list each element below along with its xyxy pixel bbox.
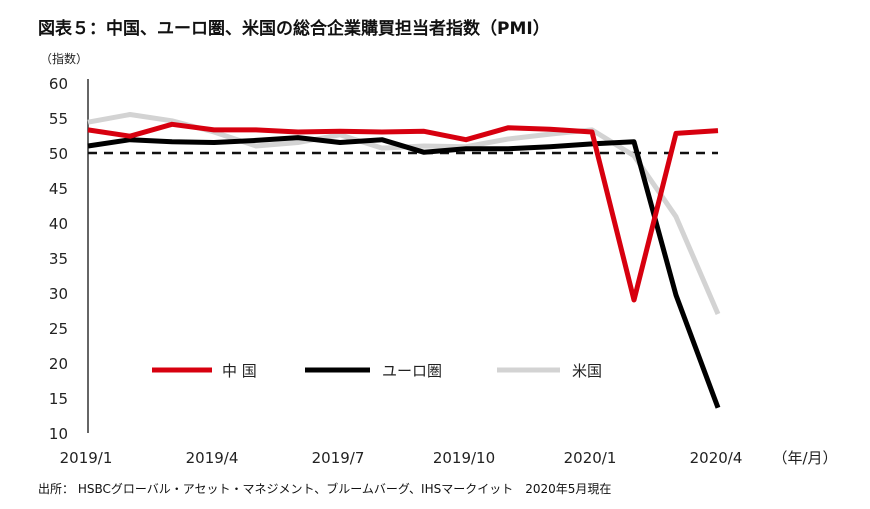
legend-label: ユーロ圏 xyxy=(382,362,442,380)
x-axis-label: （年/月） xyxy=(772,449,837,467)
legend-label: 米国 xyxy=(572,362,602,380)
y-tick-label: 45 xyxy=(49,180,68,198)
source-note: 出所： HSBCグローバル・アセット・マネジメント、ブルームバーグ、IHSマーク… xyxy=(38,482,612,496)
x-tick-label: 2019/7 xyxy=(312,449,365,467)
y-tick-label: 35 xyxy=(49,250,68,268)
y-tick-label: 55 xyxy=(49,110,68,128)
x-tick-label: 2020/1 xyxy=(564,449,617,467)
y-tick-label: 25 xyxy=(49,320,68,338)
y-tick-label: 20 xyxy=(49,355,68,373)
y-tick-label: 30 xyxy=(49,285,68,303)
y-tick-label: 10 xyxy=(49,425,68,443)
y-tick-label: 60 xyxy=(49,75,68,93)
series-line-1 xyxy=(87,135,721,409)
x-tick-label: 2020/4 xyxy=(690,449,743,467)
x-tick-label: 2019/4 xyxy=(186,449,239,467)
y-tick-label: 50 xyxy=(49,145,68,163)
series-line-0 xyxy=(87,121,719,303)
x-tick-label: 2019/1 xyxy=(60,449,113,467)
y-tick-label: 40 xyxy=(49,215,68,233)
y-axis-label: （指数） xyxy=(40,52,89,66)
legend-label: 中 国 xyxy=(222,362,257,380)
x-tick-label: 2019/10 xyxy=(433,449,495,467)
y-tick-label: 15 xyxy=(49,390,68,408)
chart-title: 図表５：中国、ユーロ圏、米国の総合企業購買担当者指数（PMI） xyxy=(38,19,550,39)
